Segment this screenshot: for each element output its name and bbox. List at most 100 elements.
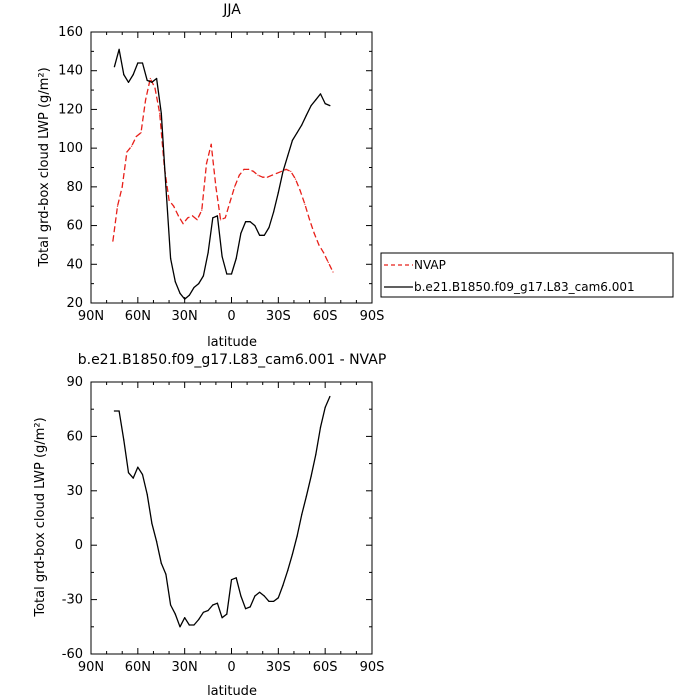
bottom-y-axis-label: Total grd-box cloud LWP (g/m²): [33, 417, 48, 617]
bottom-data-point: [170, 604, 172, 606]
bottom-data-point: [296, 535, 298, 537]
bottom-series-line-0: [114, 396, 331, 628]
top-data-point: [329, 105, 331, 107]
top-chart-series: [112, 48, 334, 300]
bottom-data-point: [263, 595, 265, 597]
top-data-point: [268, 226, 270, 229]
bottom-x-tick-label: 60N: [125, 660, 151, 675]
top-data-point: [188, 294, 190, 296]
top-data-point: [191, 215, 194, 217]
bottom-chart-title: b.e21.B1850.f09_g17.L83_cam6.001 - NVAP: [78, 352, 387, 368]
bottom-data-point: [305, 495, 307, 497]
top-data-point: [165, 186, 167, 188]
bottom-data-point: [226, 613, 228, 615]
top-data-point: [160, 112, 162, 114]
bottom-data-point: [235, 577, 237, 579]
top-x-axis-label: latitude: [207, 335, 257, 350]
bottom-data-point: [141, 473, 144, 476]
bottom-data-point: [240, 595, 242, 597]
top-data-point: [249, 221, 251, 223]
top-data-point: [271, 174, 273, 176]
top-data-point: [221, 255, 223, 258]
bottom-x-tick-label: 90N: [78, 660, 104, 675]
top-data-point: [318, 244, 320, 246]
bottom-chart-series: [113, 395, 331, 628]
bottom-data-point: [202, 611, 204, 613]
bottom-data-point: [165, 573, 167, 575]
top-data-point: [282, 170, 284, 172]
top-data-point: [252, 170, 254, 172]
bottom-data-point: [282, 584, 284, 586]
top-y-tick-label: 140: [58, 64, 83, 79]
top-data-point: [116, 205, 119, 207]
top-data-point: [179, 292, 181, 294]
bottom-data-point: [216, 602, 218, 604]
top-data-point: [259, 234, 261, 236]
top-data-point: [234, 186, 236, 188]
top-data-point: [137, 62, 139, 64]
top-y-axis-ticks: 20 40 60 80 100 120 140 160: [58, 25, 372, 311]
top-data-point: [277, 192, 279, 194]
bottom-data-point: [319, 426, 322, 428]
top-y-tick-label: 100: [58, 141, 83, 156]
legend: NVAP b.e21.B1850.f09_g17.L83_cam6.001: [380, 252, 674, 298]
top-x-tick-label: 60S: [313, 309, 338, 324]
top-data-point: [332, 271, 334, 273]
top-data-point: [323, 252, 325, 254]
top-data-point: [280, 170, 283, 172]
top-data-point: [149, 77, 151, 80]
top-data-point: [207, 252, 209, 254]
top-data-point: [243, 168, 245, 170]
top-data-point: [127, 81, 130, 83]
top-x-tick-label: 90S: [360, 309, 385, 324]
bottom-data-point: [146, 493, 148, 495]
top-data-point: [254, 225, 256, 227]
top-data-point: [215, 186, 217, 188]
top-data-point: [263, 234, 265, 236]
top-data-point: [156, 77, 158, 80]
top-data-point: [319, 93, 322, 95]
top-data-point: [257, 174, 259, 176]
top-data-point: [141, 62, 144, 64]
bottom-data-point: [230, 579, 233, 581]
top-data-point: [113, 66, 115, 68]
top-data-point: [154, 87, 156, 89]
top-series-line-b-e21-b1850-f09-g17-l83-cam6-001: [113, 48, 331, 300]
top-x-tick-label: 30N: [172, 309, 198, 324]
top-data-point: [202, 275, 204, 277]
top-data-point: [309, 219, 311, 221]
bottom-data-point: [160, 562, 162, 564]
top-data-point: [170, 257, 172, 260]
top-data-point: [290, 170, 292, 172]
top-data-point: [296, 132, 298, 134]
top-data-point: [145, 99, 147, 101]
bottom-data-point: [123, 439, 125, 441]
bottom-data-point: [310, 475, 312, 477]
top-x-tick-label: 30S: [266, 309, 291, 324]
top-data-point: [224, 217, 226, 219]
top-data-point: [294, 178, 297, 180]
bottom-plot-frame: [90, 381, 373, 655]
bottom-x-tick-label: 30N: [172, 660, 198, 675]
bottom-data-point: [184, 617, 186, 619]
top-data-point: [187, 217, 189, 219]
bottom-data-point: [174, 613, 176, 615]
top-data-point: [146, 79, 148, 81]
top-x-tick-label: 0: [227, 309, 235, 324]
top-data-point: [266, 176, 268, 178]
top-y-tick-label: 80: [66, 180, 83, 195]
top-data-point: [287, 155, 289, 157]
top-data-point: [201, 209, 203, 211]
bottom-y-tick-label: 30: [66, 484, 83, 499]
bottom-data-point: [132, 477, 134, 479]
bottom-data-point: [245, 608, 247, 610]
top-y-tick-label: 60: [66, 219, 83, 234]
top-data-point: [262, 176, 264, 178]
bottom-data-point: [188, 624, 190, 626]
top-data-point: [305, 114, 307, 116]
top-data-point: [301, 124, 303, 126]
top-data-point: [238, 174, 240, 176]
bottom-data-point: [268, 600, 270, 603]
top-chart: JJA 90N 60N 30N 0 30S 60S 90S 20 40 60 80 100 120 14…: [37, 2, 674, 350]
top-data-point: [151, 81, 153, 83]
